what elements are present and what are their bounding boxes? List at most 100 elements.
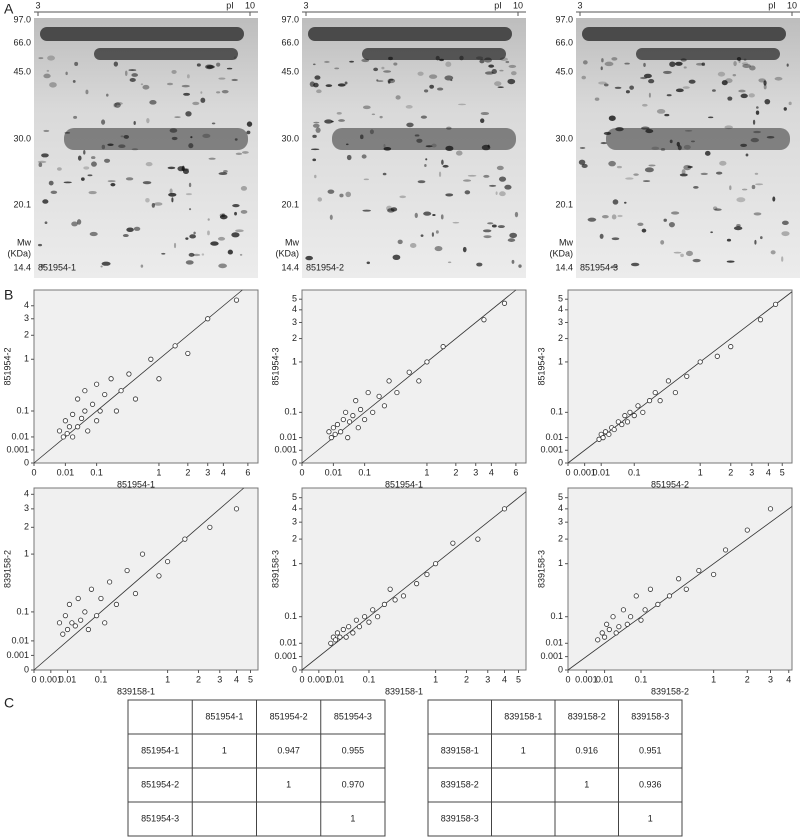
gel-spot bbox=[764, 99, 771, 105]
scatter-point bbox=[98, 595, 104, 602]
gel-spot bbox=[445, 193, 454, 197]
y-tick-label: 1 bbox=[558, 356, 563, 366]
gel-spot bbox=[432, 213, 436, 217]
gel-spot bbox=[312, 158, 317, 162]
panel-label: B bbox=[4, 287, 13, 303]
gel-spot bbox=[644, 167, 654, 173]
gel-spot bbox=[480, 118, 485, 124]
scatter-point bbox=[346, 419, 353, 425]
gel-spot bbox=[630, 262, 640, 267]
gel-spot bbox=[625, 177, 634, 180]
gel-spot bbox=[679, 173, 688, 177]
scatter-point bbox=[696, 567, 702, 574]
scatter-point bbox=[118, 388, 124, 394]
gel-spot bbox=[73, 115, 78, 119]
gel-spot bbox=[441, 159, 444, 165]
gel-spot bbox=[648, 164, 656, 167]
gel-spot bbox=[435, 55, 440, 61]
gel-spot bbox=[772, 196, 776, 202]
x-tick-label: 4 bbox=[502, 674, 507, 684]
gel-spot bbox=[192, 101, 200, 106]
gel-spot bbox=[208, 157, 216, 160]
x-tick-label: 4 bbox=[221, 467, 226, 477]
scatter-point bbox=[424, 571, 430, 578]
plot-area bbox=[33, 487, 259, 671]
gel-spot bbox=[346, 154, 352, 161]
gel-spot bbox=[153, 202, 163, 206]
scatter-point bbox=[132, 396, 139, 402]
gel-spot bbox=[601, 215, 609, 219]
gel-spot bbox=[185, 237, 189, 240]
gel-spot bbox=[753, 212, 762, 216]
y-tick-label: 5 bbox=[558, 492, 563, 502]
gel-spot bbox=[673, 251, 682, 254]
gel-spot bbox=[656, 108, 666, 114]
gel-spot bbox=[381, 66, 385, 70]
gel-spot bbox=[684, 130, 693, 132]
scatter-point bbox=[744, 527, 750, 533]
pi-tick-label: 10 bbox=[513, 0, 523, 10]
scatter-point bbox=[346, 624, 352, 630]
gel-spot bbox=[660, 240, 665, 245]
gel-spot bbox=[416, 138, 423, 143]
pi-tick-label: 10 bbox=[245, 0, 255, 10]
gel-spot bbox=[227, 249, 233, 255]
gel-spot bbox=[231, 78, 238, 82]
gel-spot bbox=[63, 181, 72, 184]
gel-spot bbox=[463, 179, 472, 182]
gel-spot bbox=[495, 191, 498, 196]
gel-spot bbox=[693, 186, 699, 189]
scatter-point bbox=[600, 435, 606, 441]
x-tick-label: 0 bbox=[299, 467, 304, 477]
mw-title: (KDa) bbox=[549, 248, 573, 258]
gel-spot bbox=[425, 158, 428, 161]
gel-spot bbox=[207, 218, 210, 221]
mw-label: 30.0 bbox=[13, 133, 31, 143]
gel-spot bbox=[660, 148, 666, 152]
scatter-point bbox=[414, 581, 420, 587]
gel-spot bbox=[641, 126, 650, 130]
x-tick-label: 5 bbox=[248, 674, 253, 684]
gel-spot bbox=[313, 121, 320, 124]
gel-spot bbox=[363, 178, 369, 181]
gel-spot bbox=[183, 92, 191, 96]
y-tick-label: 2 bbox=[292, 333, 297, 343]
gel-spot bbox=[101, 144, 106, 150]
gel-spot bbox=[753, 130, 762, 134]
gel-spot bbox=[445, 145, 454, 152]
scatter-point bbox=[635, 403, 641, 409]
gel-spot bbox=[431, 232, 434, 237]
gel-spot bbox=[113, 103, 117, 108]
scatter-point bbox=[60, 434, 66, 440]
scatter-point bbox=[355, 425, 361, 431]
gel-spot bbox=[174, 116, 181, 119]
row-header: 839158-1 bbox=[441, 745, 479, 755]
gel-spot bbox=[648, 79, 655, 84]
gel-spot bbox=[581, 75, 587, 80]
gel-spot bbox=[781, 256, 784, 262]
gel-spot bbox=[643, 73, 652, 79]
gel-spot bbox=[193, 231, 196, 235]
gel-spot bbox=[133, 226, 141, 231]
gel-spot bbox=[743, 58, 747, 61]
gel-spot bbox=[783, 107, 787, 111]
gel-spot bbox=[642, 180, 651, 182]
gel-spot bbox=[598, 81, 607, 85]
gel-band bbox=[606, 128, 790, 150]
gel-spot bbox=[614, 86, 622, 89]
row-header: 839158-2 bbox=[441, 779, 479, 789]
gel-spot bbox=[337, 83, 346, 87]
scatter-point bbox=[113, 601, 120, 607]
gel-spot bbox=[38, 57, 44, 60]
scatter-point bbox=[102, 620, 108, 626]
scatter-point bbox=[606, 626, 612, 633]
gel-spot bbox=[736, 56, 742, 61]
identity-line bbox=[301, 491, 527, 671]
scatter-point bbox=[233, 506, 240, 512]
plot-area bbox=[33, 289, 259, 464]
gel-spot bbox=[600, 66, 603, 71]
gel-spot bbox=[455, 150, 463, 156]
y-tick-label: 5 bbox=[292, 492, 297, 502]
gel-spot bbox=[218, 77, 226, 80]
gel-spot bbox=[200, 97, 206, 103]
